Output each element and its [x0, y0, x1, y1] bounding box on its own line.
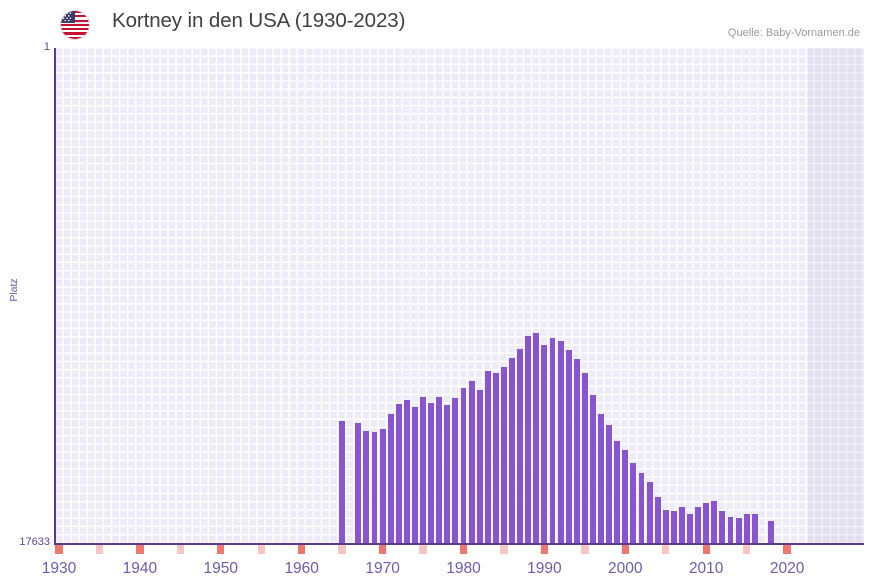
bar-1974 — [412, 407, 418, 543]
x-tick-1965 — [338, 545, 346, 554]
bar-1970 — [379, 429, 386, 543]
bar-2009 — [695, 507, 702, 543]
flag-stripes — [61, 11, 89, 39]
bar-2012 — [719, 511, 726, 543]
bar-1979 — [452, 398, 459, 543]
bar-1997 — [598, 414, 604, 543]
bar-1987 — [517, 349, 524, 543]
x-tick-2010 — [702, 545, 710, 554]
bar-1981 — [468, 381, 475, 543]
bar-1978 — [444, 405, 451, 543]
bar-1996 — [589, 395, 596, 543]
bar-2010 — [703, 503, 710, 543]
bar-2015 — [743, 514, 750, 543]
x-tick-1995 — [581, 545, 589, 554]
bar-2002 — [638, 473, 645, 543]
chart-plot-area — [55, 48, 864, 543]
x-label-2020: 2020 — [769, 560, 805, 577]
x-tick-1940 — [136, 545, 144, 554]
chart-header: Kortney in den USA (1930-2023) Quelle: B… — [0, 0, 873, 46]
x-tick-1990 — [540, 545, 549, 554]
bar-1993 — [565, 350, 572, 543]
bar-1973 — [403, 400, 410, 543]
bar-2013 — [727, 517, 734, 543]
y-axis-bottom-label: 17633 — [19, 536, 50, 548]
x-tick-1980 — [459, 545, 468, 554]
flag-canton — [61, 11, 75, 23]
bar-1986 — [509, 358, 515, 543]
bar-1969 — [371, 432, 378, 543]
x-label-1980: 1980 — [446, 560, 481, 577]
x-tick-1950 — [217, 545, 225, 554]
bar-2003 — [646, 482, 653, 543]
bar-1965 — [339, 421, 346, 543]
x-axis-line — [54, 543, 864, 545]
bar-1980 — [460, 388, 467, 543]
x-label-1970: 1970 — [365, 560, 400, 577]
x-label-1950: 1950 — [203, 560, 239, 577]
bar-2006 — [670, 511, 677, 543]
x-label-1940: 1940 — [122, 560, 158, 577]
bar-1983 — [484, 371, 491, 543]
x-tick-2005 — [662, 545, 670, 554]
y-axis-top-label: 1 — [43, 41, 50, 53]
x-tick-1935 — [95, 545, 104, 554]
bar-2018 — [767, 521, 774, 543]
bar-2011 — [711, 501, 718, 543]
x-tick-1930 — [55, 545, 63, 554]
x-tick-2020 — [783, 545, 791, 554]
bar-1975 — [420, 397, 426, 543]
us-flag-icon — [60, 10, 90, 40]
bar-2004 — [654, 497, 661, 543]
bar-2008 — [687, 514, 693, 543]
x-tick-1985 — [500, 545, 508, 554]
bar-2005 — [662, 510, 669, 543]
bar-1968 — [363, 431, 370, 543]
bar-1985 — [501, 367, 507, 543]
bar-1995 — [581, 373, 588, 543]
bar-2007 — [678, 507, 685, 543]
future-shaded-band — [808, 48, 864, 543]
bar-2016 — [751, 514, 758, 543]
x-tick-1945 — [176, 545, 185, 554]
bar-1972 — [395, 404, 402, 543]
bar-1976 — [428, 403, 435, 543]
bar-1992 — [557, 341, 564, 543]
x-tick-1975 — [419, 545, 427, 554]
bar-1998 — [606, 425, 613, 543]
bar-2000 — [622, 450, 629, 543]
x-tick-1960 — [298, 545, 306, 554]
bar-1977 — [436, 397, 443, 543]
x-tick-1955 — [257, 545, 265, 554]
y-axis-line — [54, 48, 56, 544]
x-tick-1970 — [378, 545, 387, 554]
page-title: Kortney in den USA (1930-2023) — [112, 9, 406, 32]
bar-1982 — [476, 390, 483, 543]
x-tick-2000 — [621, 545, 629, 554]
bar-1984 — [492, 373, 499, 543]
bar-1988 — [525, 336, 532, 543]
bar-2001 — [630, 463, 637, 543]
x-label-1990: 1990 — [527, 560, 562, 577]
bar-1971 — [387, 414, 394, 543]
bar-1994 — [573, 359, 580, 543]
bar-1989 — [533, 333, 540, 543]
bar-1967 — [355, 423, 362, 543]
y-axis-title: Platz — [8, 278, 20, 302]
bar-1991 — [549, 338, 556, 543]
x-tick-2015 — [742, 545, 751, 554]
x-label-2010: 2010 — [688, 560, 724, 577]
x-label-2000: 2000 — [608, 560, 643, 577]
bar-1990 — [541, 345, 548, 543]
bar-1999 — [614, 441, 621, 543]
source-attribution: Quelle: Baby-Vornamen.de — [727, 27, 860, 39]
x-label-1930: 1930 — [41, 560, 77, 577]
x-label-1960: 1960 — [284, 560, 319, 577]
bar-2014 — [735, 518, 742, 543]
